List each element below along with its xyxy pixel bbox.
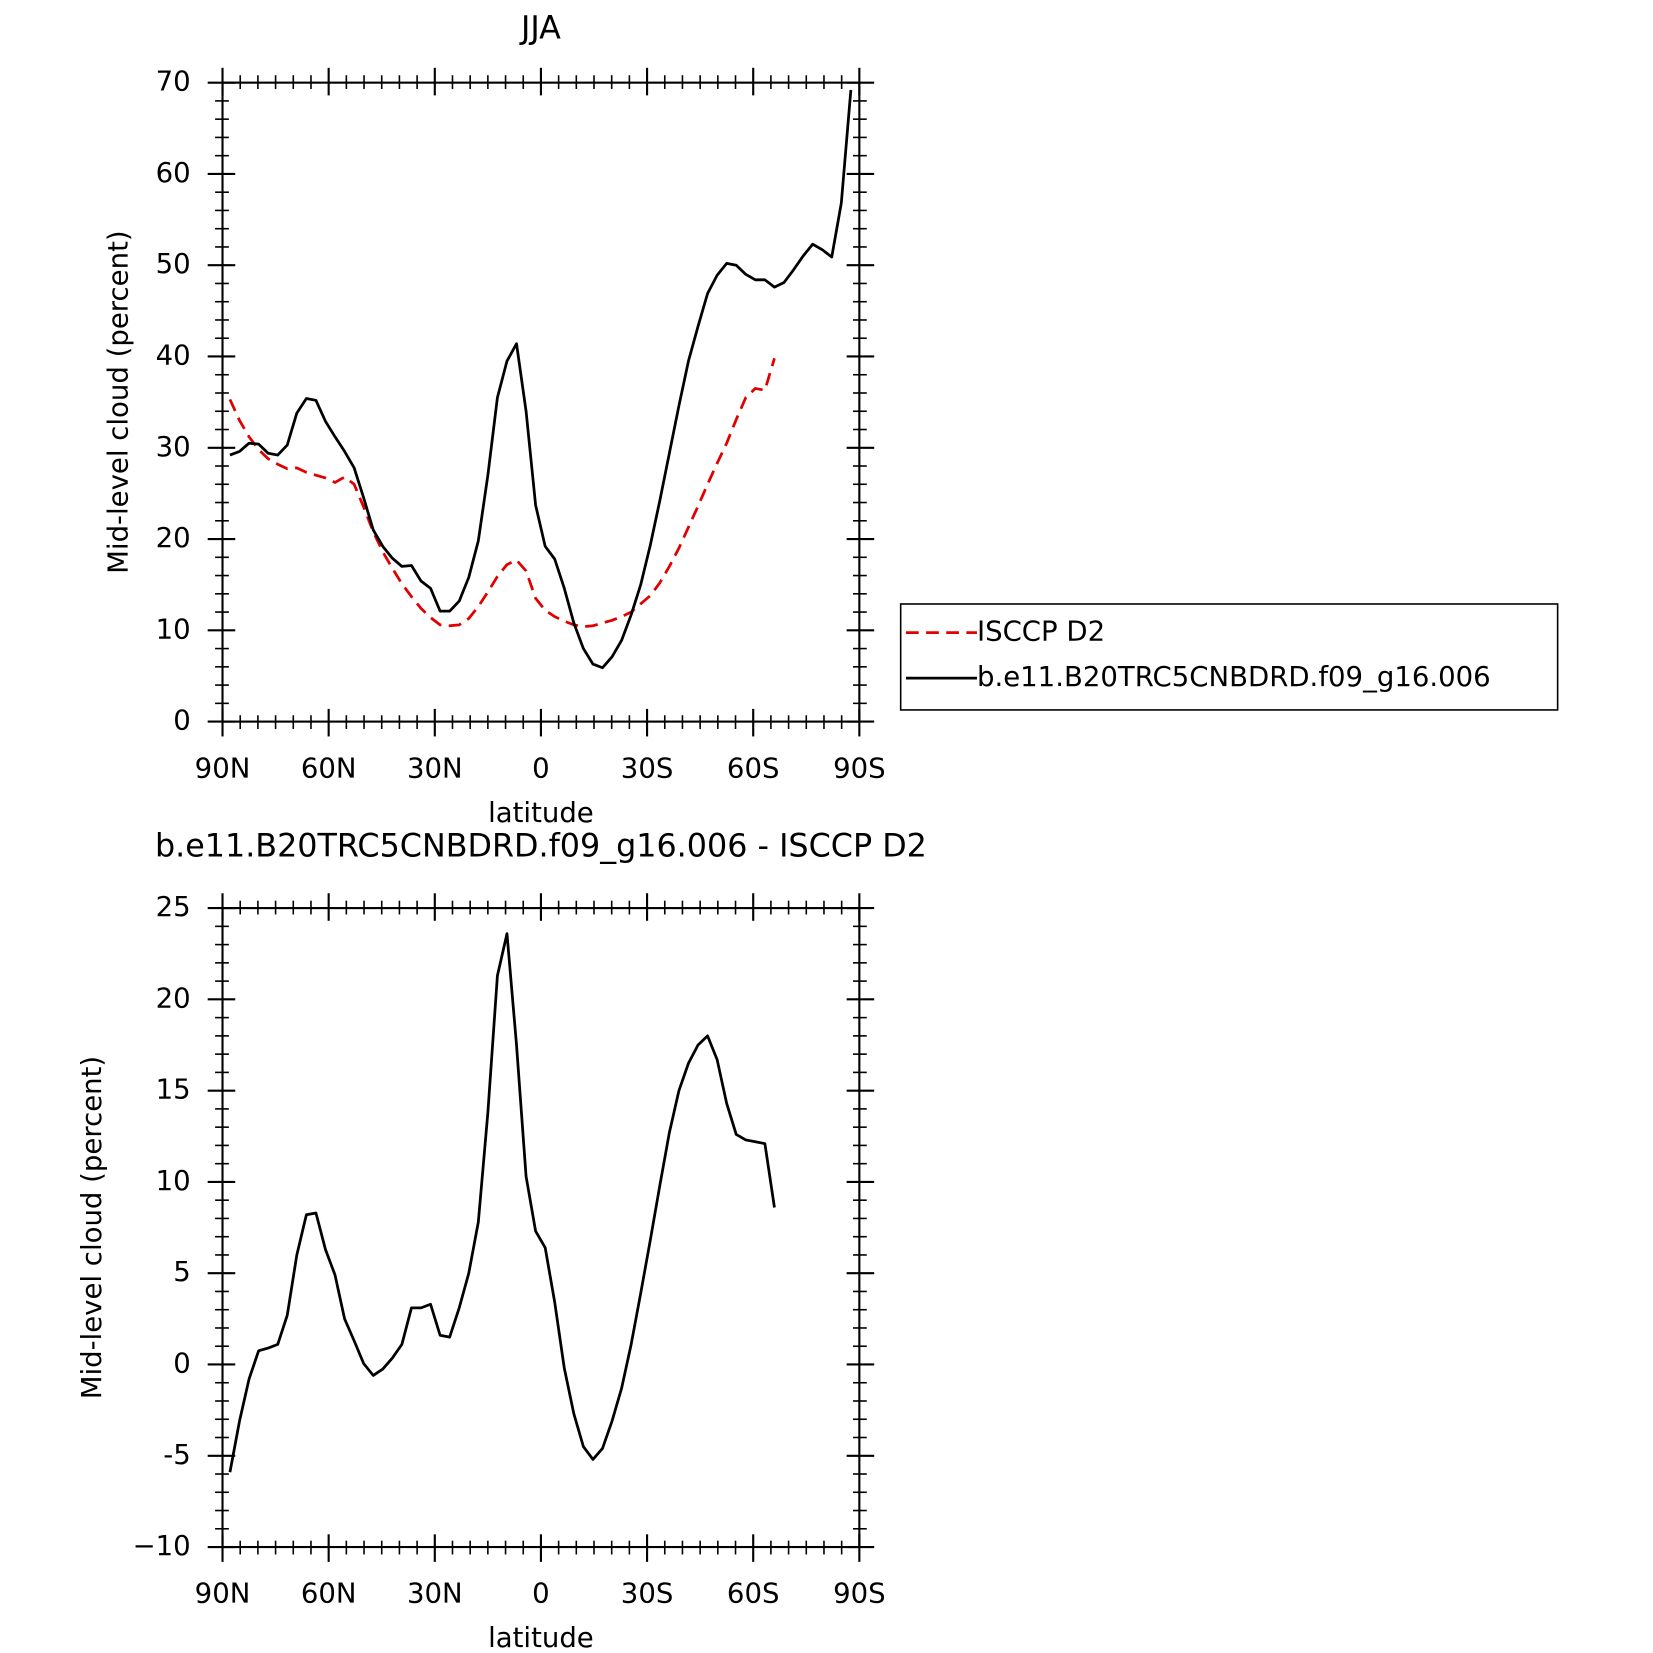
y-tick-label: 0 — [173, 1347, 191, 1379]
x-tick-label: 90N — [195, 752, 251, 784]
y-tick-label: 10 — [156, 1165, 191, 1197]
x-tick-label: 30N — [407, 752, 463, 784]
y-tick-label: −10 — [133, 1530, 191, 1562]
x-tick-label: 30S — [621, 752, 674, 784]
y-tick-label: 30 — [156, 431, 191, 463]
x-tick-label: 90N — [195, 1578, 251, 1610]
y-tick-label: 50 — [156, 248, 191, 280]
x-tick-label: 0 — [532, 1578, 550, 1610]
legend-label: ISCCP D2 — [977, 616, 1105, 648]
x-tick-label: 0 — [532, 752, 550, 784]
plot-frame — [221, 907, 861, 1549]
x-tick-label: 90S — [833, 1578, 886, 1610]
y-tick-label: 40 — [156, 339, 191, 371]
data-line — [229, 89, 853, 670]
x-axis-label: latitude — [488, 1622, 594, 1653]
y-tick-label: 20 — [156, 982, 191, 1014]
y-tick-label: 10 — [156, 613, 191, 645]
x-tick-label: 60N — [301, 752, 357, 784]
y-tick-label: 15 — [156, 1074, 191, 1106]
y-tick-label: 70 — [156, 66, 191, 98]
y-tick-label: -5 — [163, 1439, 190, 1471]
x-axis-label: latitude — [488, 797, 594, 829]
chart-title: b.e11.B20TRC5CNBDRD.f09_g16.006 - ISCCP … — [155, 829, 927, 865]
y-axis-label: Mid-level cloud (percent) — [103, 230, 135, 573]
y-tick-label: 25 — [156, 891, 191, 923]
data-line — [228, 932, 776, 1473]
legend-box — [899, 603, 1559, 711]
y-tick-label: 0 — [173, 705, 191, 737]
data-line — [228, 357, 776, 629]
x-tick-label: 30N — [407, 1578, 463, 1610]
chart-title: JJA — [519, 11, 561, 47]
legend-label: b.e11.B20TRC5CNBDRD.f09_g16.006 — [977, 661, 1491, 693]
x-tick-label: 60S — [727, 1578, 780, 1610]
x-tick-label: 30S — [621, 1578, 674, 1610]
y-tick-label: 20 — [156, 522, 191, 554]
y-tick-label: 60 — [156, 157, 191, 189]
x-tick-label: 90S — [833, 752, 886, 784]
y-axis-label: Mid-level cloud (percent) — [76, 1056, 108, 1399]
x-tick-label: 60S — [727, 752, 780, 784]
y-tick-label: 5 — [173, 1256, 191, 1288]
x-tick-label: 60N — [301, 1578, 357, 1610]
